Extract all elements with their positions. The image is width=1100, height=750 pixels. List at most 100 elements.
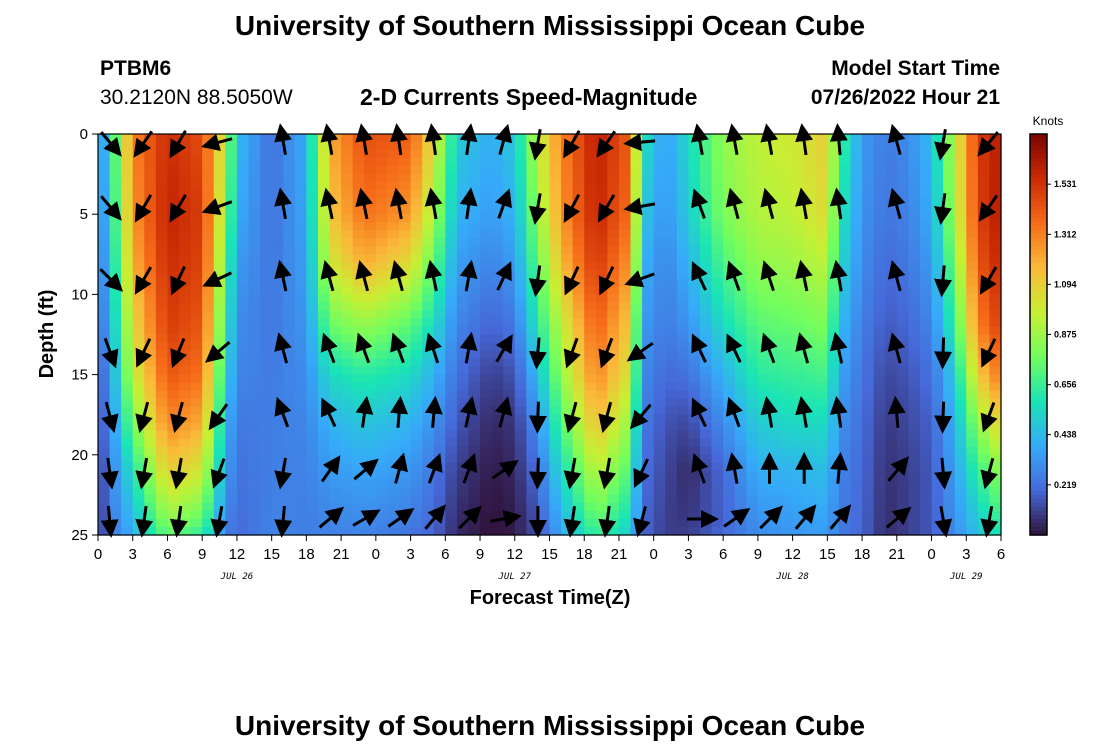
heatmap-cell (202, 446, 215, 456)
heatmap-cell (700, 158, 713, 167)
heatmap-cell (271, 166, 284, 175)
heatmap-cell (549, 238, 562, 247)
heatmap-cell (387, 374, 400, 384)
current-vector-arrow (691, 188, 709, 219)
heatmap-cell (769, 278, 782, 287)
heatmap-cell (433, 190, 446, 199)
heatmap-cell (144, 358, 157, 368)
heatmap-cell (352, 390, 365, 400)
heatmap-cell (850, 310, 863, 320)
heatmap-cell (665, 206, 678, 215)
heatmap-cell (202, 382, 215, 392)
heatmap-cell (595, 398, 608, 408)
heatmap-cell (549, 510, 562, 520)
heatmap-cell (445, 230, 458, 239)
heatmap-cell (781, 478, 794, 488)
current-vector-arrow (629, 403, 652, 430)
heatmap-cell (676, 398, 690, 408)
heatmap-cell (781, 182, 794, 191)
heatmap-cell (121, 326, 134, 336)
heatmap-cell (885, 390, 898, 400)
heatmap-cell (352, 350, 365, 360)
heatmap-cell (121, 422, 134, 432)
heatmap-cell (977, 486, 991, 496)
y-tick-label: 25 (71, 527, 88, 544)
heatmap-cell (503, 414, 516, 424)
heatmap-cell (896, 262, 909, 271)
colorbar-segment (1030, 490, 1047, 496)
heatmap-cell (746, 206, 759, 215)
heatmap-cell (329, 494, 342, 504)
heatmap-cell (769, 142, 782, 151)
heatmap-cell (422, 254, 435, 263)
heatmap-cell (838, 430, 852, 440)
heatmap-cell (526, 318, 539, 328)
heatmap-cell (236, 278, 250, 287)
heatmap-cell (225, 486, 238, 496)
heatmap-cell (630, 510, 643, 520)
heatmap-cell (98, 422, 111, 432)
heatmap-cell (433, 430, 446, 440)
heatmap-cell (341, 294, 354, 304)
heatmap-cell (144, 246, 157, 255)
heatmap-cell (757, 470, 771, 480)
heatmap-cell (642, 422, 655, 432)
heatmap-cell (561, 326, 574, 336)
heatmap-cell (410, 238, 423, 247)
heatmap-cell (456, 390, 470, 400)
heatmap-cell (792, 470, 805, 480)
heatmap-cell (977, 222, 991, 231)
heatmap-cell (595, 222, 608, 231)
heatmap-cell (746, 190, 759, 199)
heatmap-cell (248, 270, 261, 279)
y-tick-label: 0 (80, 126, 88, 143)
heatmap-cell (283, 414, 296, 424)
heatmap-cell (526, 238, 539, 247)
heatmap-cell (399, 294, 412, 304)
heatmap-cell (456, 190, 470, 199)
heatmap-cell (746, 382, 759, 392)
heatmap-cell (422, 150, 435, 159)
heatmap-cell (989, 222, 1002, 231)
heatmap-cell (98, 310, 111, 320)
heatmap-cell (410, 318, 423, 328)
heatmap-cell (618, 166, 632, 175)
heatmap-cell (445, 334, 458, 344)
heatmap-cell (364, 486, 377, 496)
heatmap-cell (607, 414, 620, 424)
heatmap-cell (121, 174, 134, 183)
colorbar-segment (1030, 254, 1047, 259)
heatmap-cell (572, 286, 585, 295)
heatmap-cell (341, 206, 354, 215)
heatmap-cell (862, 190, 875, 199)
current-vector-arrow (99, 268, 124, 292)
heatmap-cell (480, 462, 493, 472)
heatmap-cell (572, 366, 585, 376)
heatmap-cell (399, 238, 412, 247)
heatmap-cell (908, 494, 921, 504)
current-vector-arrow (596, 130, 617, 158)
heatmap-cell (665, 262, 678, 271)
heatmap-cell (491, 230, 504, 239)
x-tick-label: 21 (333, 546, 350, 563)
heatmap-cell (537, 286, 551, 295)
heatmap-cell (572, 190, 585, 199)
heatmap-cell (873, 470, 886, 480)
heatmap-cell (271, 454, 284, 464)
colorbar-segment (1030, 366, 1047, 372)
heatmap-cell (364, 206, 377, 215)
heatmap-cell (537, 238, 551, 247)
heatmap-cell (700, 454, 713, 464)
heatmap-cell (480, 414, 493, 424)
heatmap-cell (804, 438, 817, 448)
heatmap-cell (896, 350, 909, 360)
heatmap-cell (838, 214, 852, 223)
heatmap-cell (179, 382, 192, 392)
heatmap-cell (213, 214, 226, 223)
heatmap-cell (792, 494, 805, 504)
heatmap-cell (838, 342, 852, 352)
heatmap-cell (838, 142, 852, 151)
heatmap-cell (179, 270, 192, 279)
current-vector-arrow (980, 457, 998, 490)
heatmap-cell (480, 406, 493, 416)
